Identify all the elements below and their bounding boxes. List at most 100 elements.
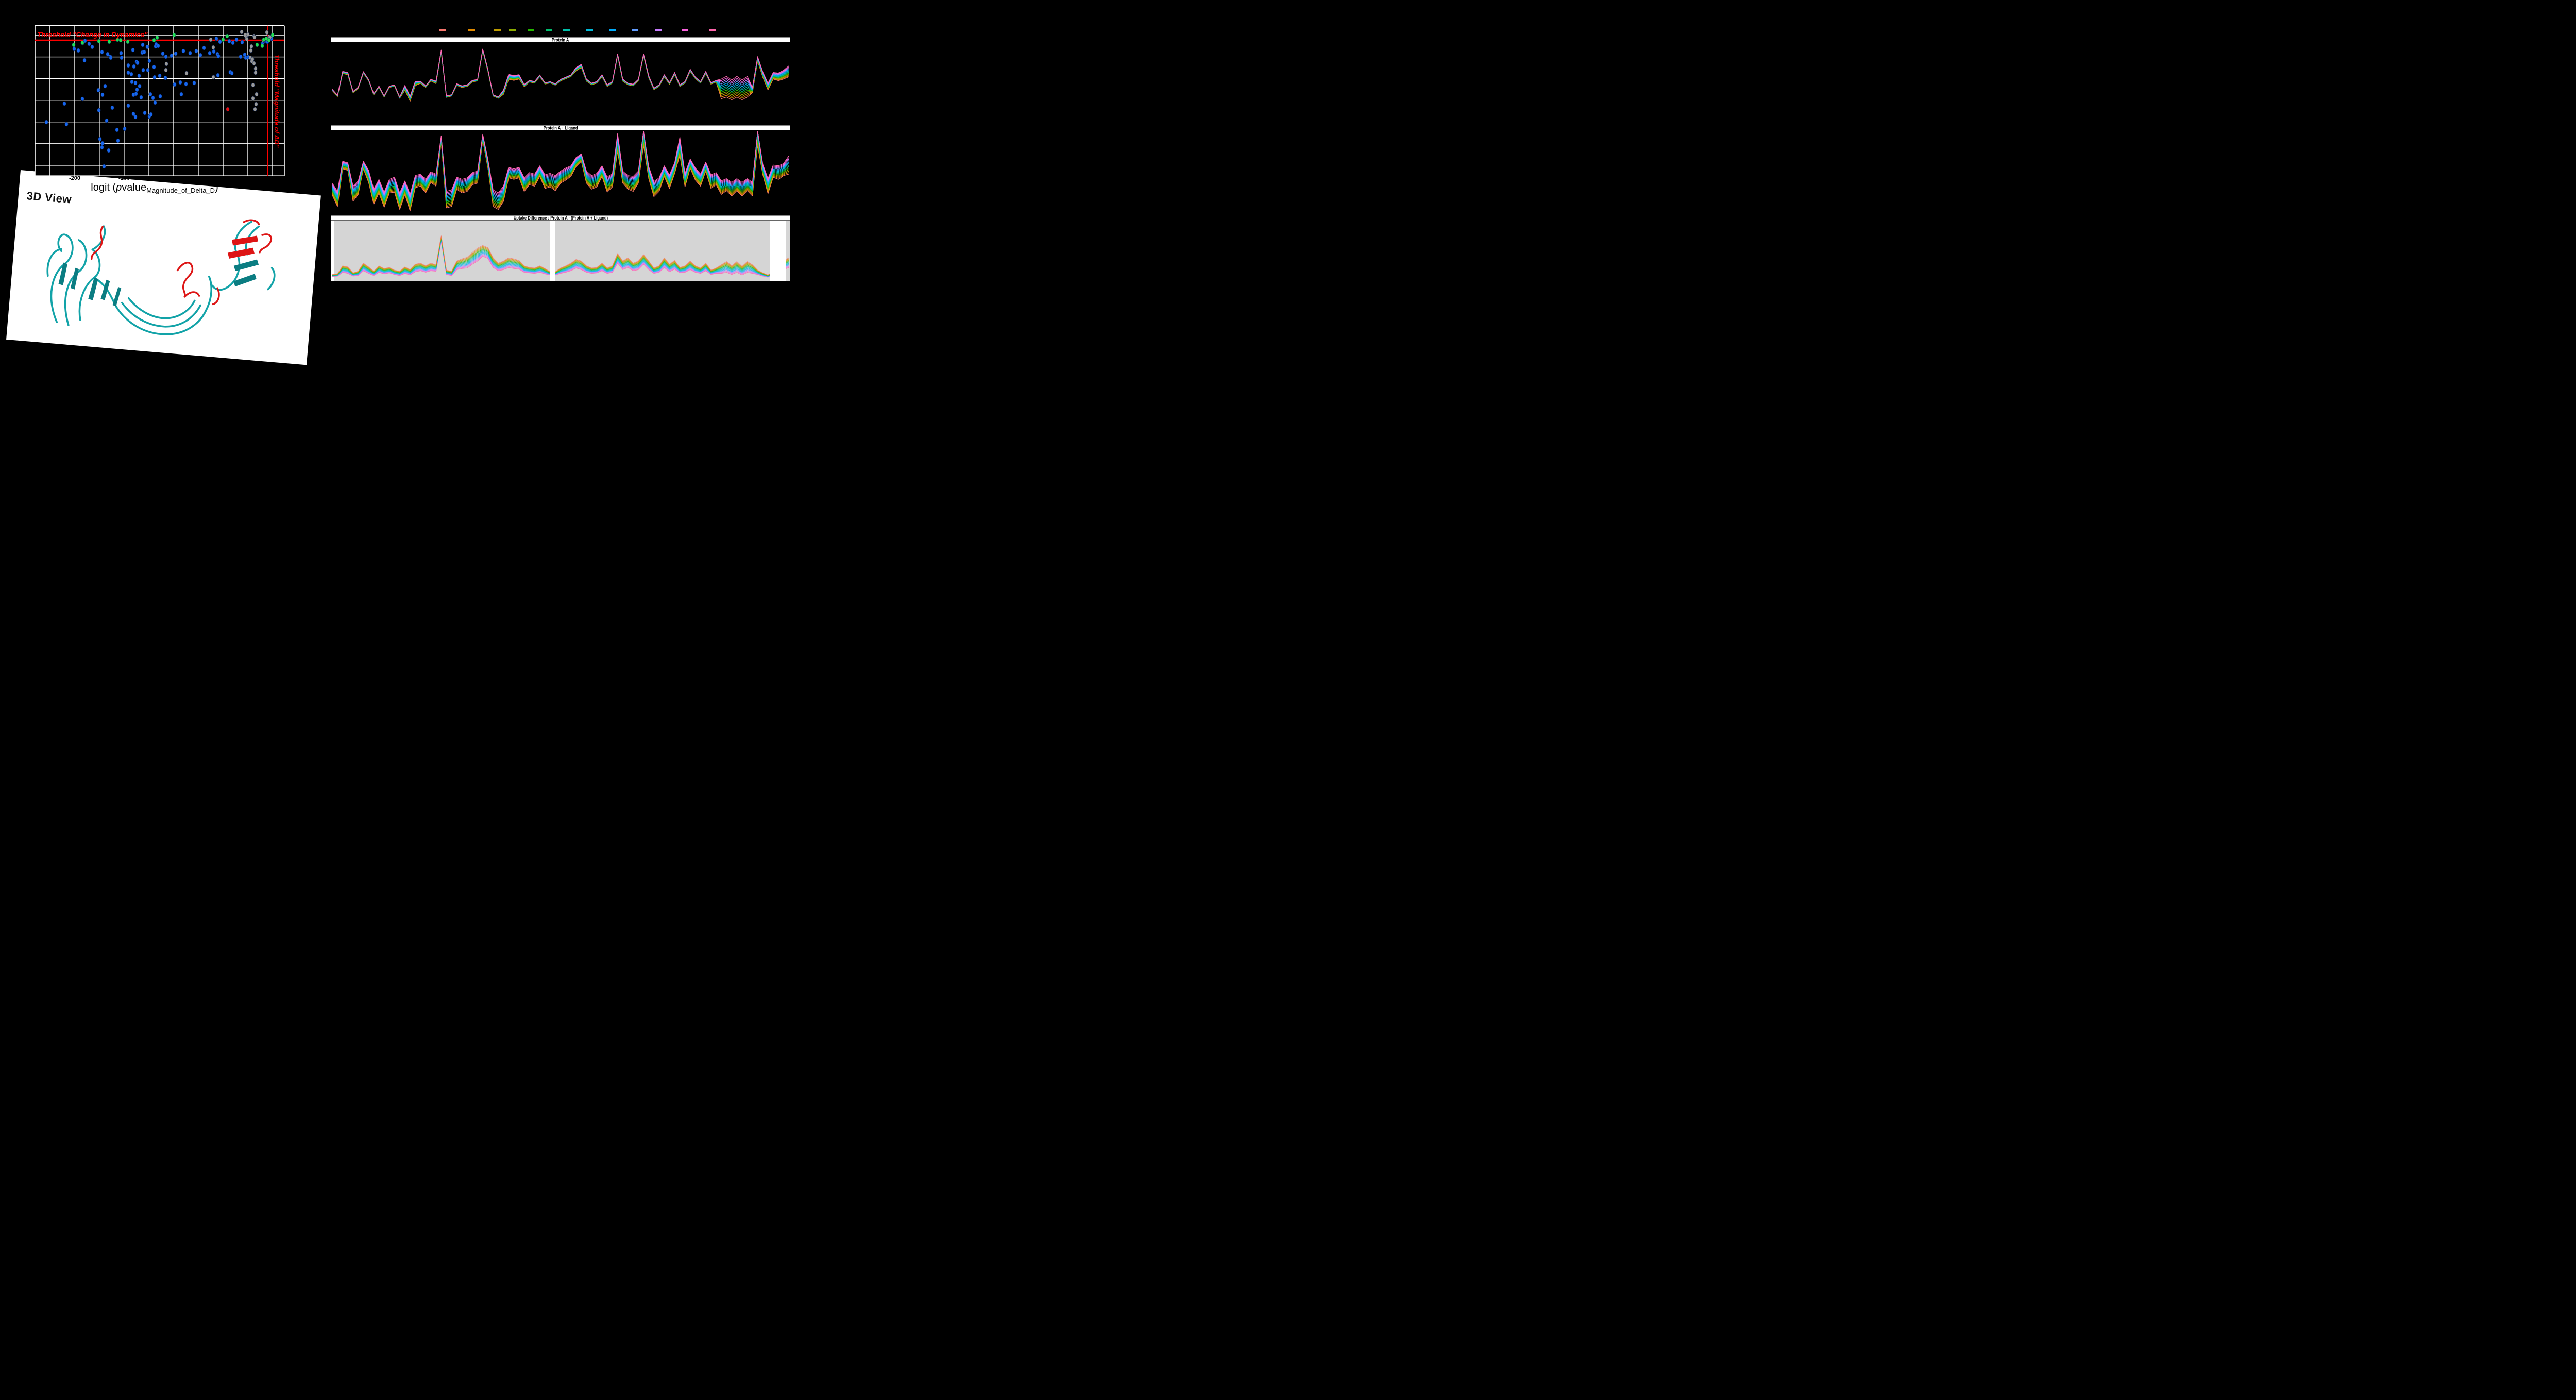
- scatter-point-blue[interactable]: [82, 58, 87, 63]
- legend-swatch-timepoint-12[interactable]: [682, 29, 688, 31]
- scatter-point-blue[interactable]: [107, 148, 111, 153]
- scatter-point-blue[interactable]: [194, 48, 198, 54]
- uptake-curve-protein-a-ligand-series-10[interactable]: [332, 131, 789, 199]
- scatter-point-blue[interactable]: [161, 51, 165, 56]
- uptake-difference-curve-series-4[interactable]: [332, 237, 789, 276]
- legend-swatch-timepoint-3[interactable]: [494, 29, 501, 31]
- uptake-curve-protein-a-series-7[interactable]: [332, 49, 789, 99]
- scatter-point-green[interactable]: [225, 33, 229, 39]
- scatter-point-blue[interactable]: [133, 80, 138, 86]
- scatter-point-blue[interactable]: [130, 79, 134, 85]
- scatter-point-blue[interactable]: [202, 45, 206, 50]
- scatter-point-blue[interactable]: [139, 95, 143, 100]
- uptake-curve-protein-a-series-3[interactable]: [332, 50, 789, 101]
- scatter-point-blue[interactable]: [87, 41, 91, 46]
- scatter-point-blue[interactable]: [135, 60, 140, 65]
- scatter-point-blue[interactable]: [96, 88, 100, 93]
- uptake-curve-protein-a-ligand-series-8[interactable]: [332, 133, 789, 202]
- scatter-point-gray[interactable]: [252, 35, 257, 40]
- legend-swatch-timepoint-9[interactable]: [609, 29, 616, 31]
- uptake-curve-protein-a-series-1[interactable]: [332, 50, 789, 102]
- legend-swatch-timepoint-10[interactable]: [632, 29, 638, 31]
- scatter-point-blue[interactable]: [120, 55, 124, 60]
- uptake-curve-protein-a-ligand-series-6[interactable]: [332, 136, 789, 205]
- uptake-curve-protein-a-series-9[interactable]: [332, 49, 789, 98]
- legend-swatch-timepoint-1[interactable]: [439, 29, 446, 31]
- scatter-point-blue[interactable]: [174, 51, 178, 56]
- scatter-point-blue[interactable]: [100, 49, 104, 55]
- uptake-difference-curve-series-7[interactable]: [332, 238, 789, 277]
- uptake-difference-curve-series-9[interactable]: [332, 239, 789, 277]
- scatter-point-gray[interactable]: [253, 70, 258, 75]
- scatter-point-blue[interactable]: [163, 75, 167, 80]
- scatter-point-blue[interactable]: [80, 96, 84, 102]
- legend-swatch-timepoint-2[interactable]: [468, 29, 475, 31]
- scatter-point-blue[interactable]: [119, 50, 123, 56]
- scatter-point-blue[interactable]: [100, 145, 104, 150]
- scatter-point-blue[interactable]: [152, 75, 157, 80]
- scatter-point-blue[interactable]: [132, 64, 136, 69]
- scatter-point-blue[interactable]: [141, 68, 145, 73]
- scatter-point-blue[interactable]: [214, 36, 218, 41]
- scatter-point-blue[interactable]: [218, 39, 222, 44]
- scatter-point-green[interactable]: [72, 42, 76, 47]
- scatter-point-green[interactable]: [126, 39, 130, 44]
- scatter-point-blue[interactable]: [110, 105, 114, 110]
- uptake-difference-curve-series-3[interactable]: [332, 236, 789, 276]
- scatter-point-blue[interactable]: [103, 83, 107, 89]
- scatter-point-blue[interactable]: [97, 108, 101, 113]
- scatter-point-blue[interactable]: [106, 52, 110, 57]
- uptake-curve-protein-a-ligand-series-3[interactable]: [332, 139, 789, 209]
- scatter-point-blue[interactable]: [239, 54, 243, 59]
- scatter-point-blue[interactable]: [105, 118, 109, 123]
- uptake-curve-protein-a-series-12[interactable]: [332, 48, 789, 97]
- scatter-point-blue[interactable]: [170, 53, 174, 58]
- scatter-point-blue[interactable]: [141, 42, 145, 47]
- scatter-point-blue[interactable]: [131, 111, 135, 116]
- legend-swatch-timepoint-6[interactable]: [546, 29, 552, 31]
- scatter-point-gray[interactable]: [240, 29, 244, 35]
- scatter-point-blue[interactable]: [131, 47, 135, 53]
- uptake-difference-curve-series-1[interactable]: [332, 235, 789, 276]
- scatter-point-blue[interactable]: [126, 103, 130, 108]
- scatter-point-blue[interactable]: [227, 39, 231, 44]
- scatter-point-green[interactable]: [80, 40, 84, 45]
- scatter-point-blue[interactable]: [208, 50, 212, 56]
- scatter-point-blue[interactable]: [240, 40, 244, 45]
- scatter-point-blue[interactable]: [216, 73, 220, 78]
- scatter-point-blue[interactable]: [133, 114, 138, 120]
- scatter-point-gray[interactable]: [251, 82, 255, 88]
- scatter-point-blue[interactable]: [143, 110, 147, 115]
- scatter-point-blue[interactable]: [147, 58, 151, 63]
- uptake-difference-curve-series-2[interactable]: [332, 236, 789, 276]
- uptake-curve-protein-a-ligand-series-4[interactable]: [332, 138, 789, 207]
- legend-swatch-timepoint-5[interactable]: [528, 29, 534, 31]
- scatter-point-blue[interactable]: [230, 71, 234, 76]
- uptake-curve-protein-a-ligand-series-7[interactable]: [332, 134, 789, 203]
- scatter-point-blue[interactable]: [158, 73, 162, 78]
- scatter-point-blue[interactable]: [135, 87, 139, 92]
- scatter-point-blue[interactable]: [138, 83, 142, 89]
- scatter-point-gray[interactable]: [250, 57, 255, 62]
- scatter-point-blue[interactable]: [181, 48, 185, 54]
- scatter-point-blue[interactable]: [76, 48, 80, 53]
- scatter-point-blue[interactable]: [164, 54, 168, 59]
- uptake-difference-curve-series-13[interactable]: [332, 241, 789, 278]
- scatter-point-blue[interactable]: [192, 80, 196, 86]
- scatter-point-green[interactable]: [118, 38, 123, 43]
- scatter-point-blue[interactable]: [158, 94, 162, 99]
- uptake-difference-curve-series-8[interactable]: [332, 239, 789, 277]
- scatter-point-green[interactable]: [155, 35, 159, 40]
- scatter-point-blue[interactable]: [198, 53, 202, 58]
- scatter-point-gray[interactable]: [253, 107, 257, 112]
- scatter-point-blue[interactable]: [145, 44, 149, 49]
- scatter-point-green[interactable]: [267, 38, 271, 43]
- uptake-curve-protein-a-ligand-series-2[interactable]: [332, 139, 789, 210]
- uptake-curve-protein-a-series-8[interactable]: [332, 49, 789, 99]
- scatter-point-blue[interactable]: [116, 138, 120, 143]
- scatter-point-blue[interactable]: [234, 37, 239, 42]
- scatter-point-green[interactable]: [270, 32, 275, 38]
- uptake-curve-protein-a-series-6[interactable]: [332, 49, 789, 99]
- scatter-point-blue[interactable]: [142, 49, 146, 55]
- scatter-point-green[interactable]: [172, 32, 176, 38]
